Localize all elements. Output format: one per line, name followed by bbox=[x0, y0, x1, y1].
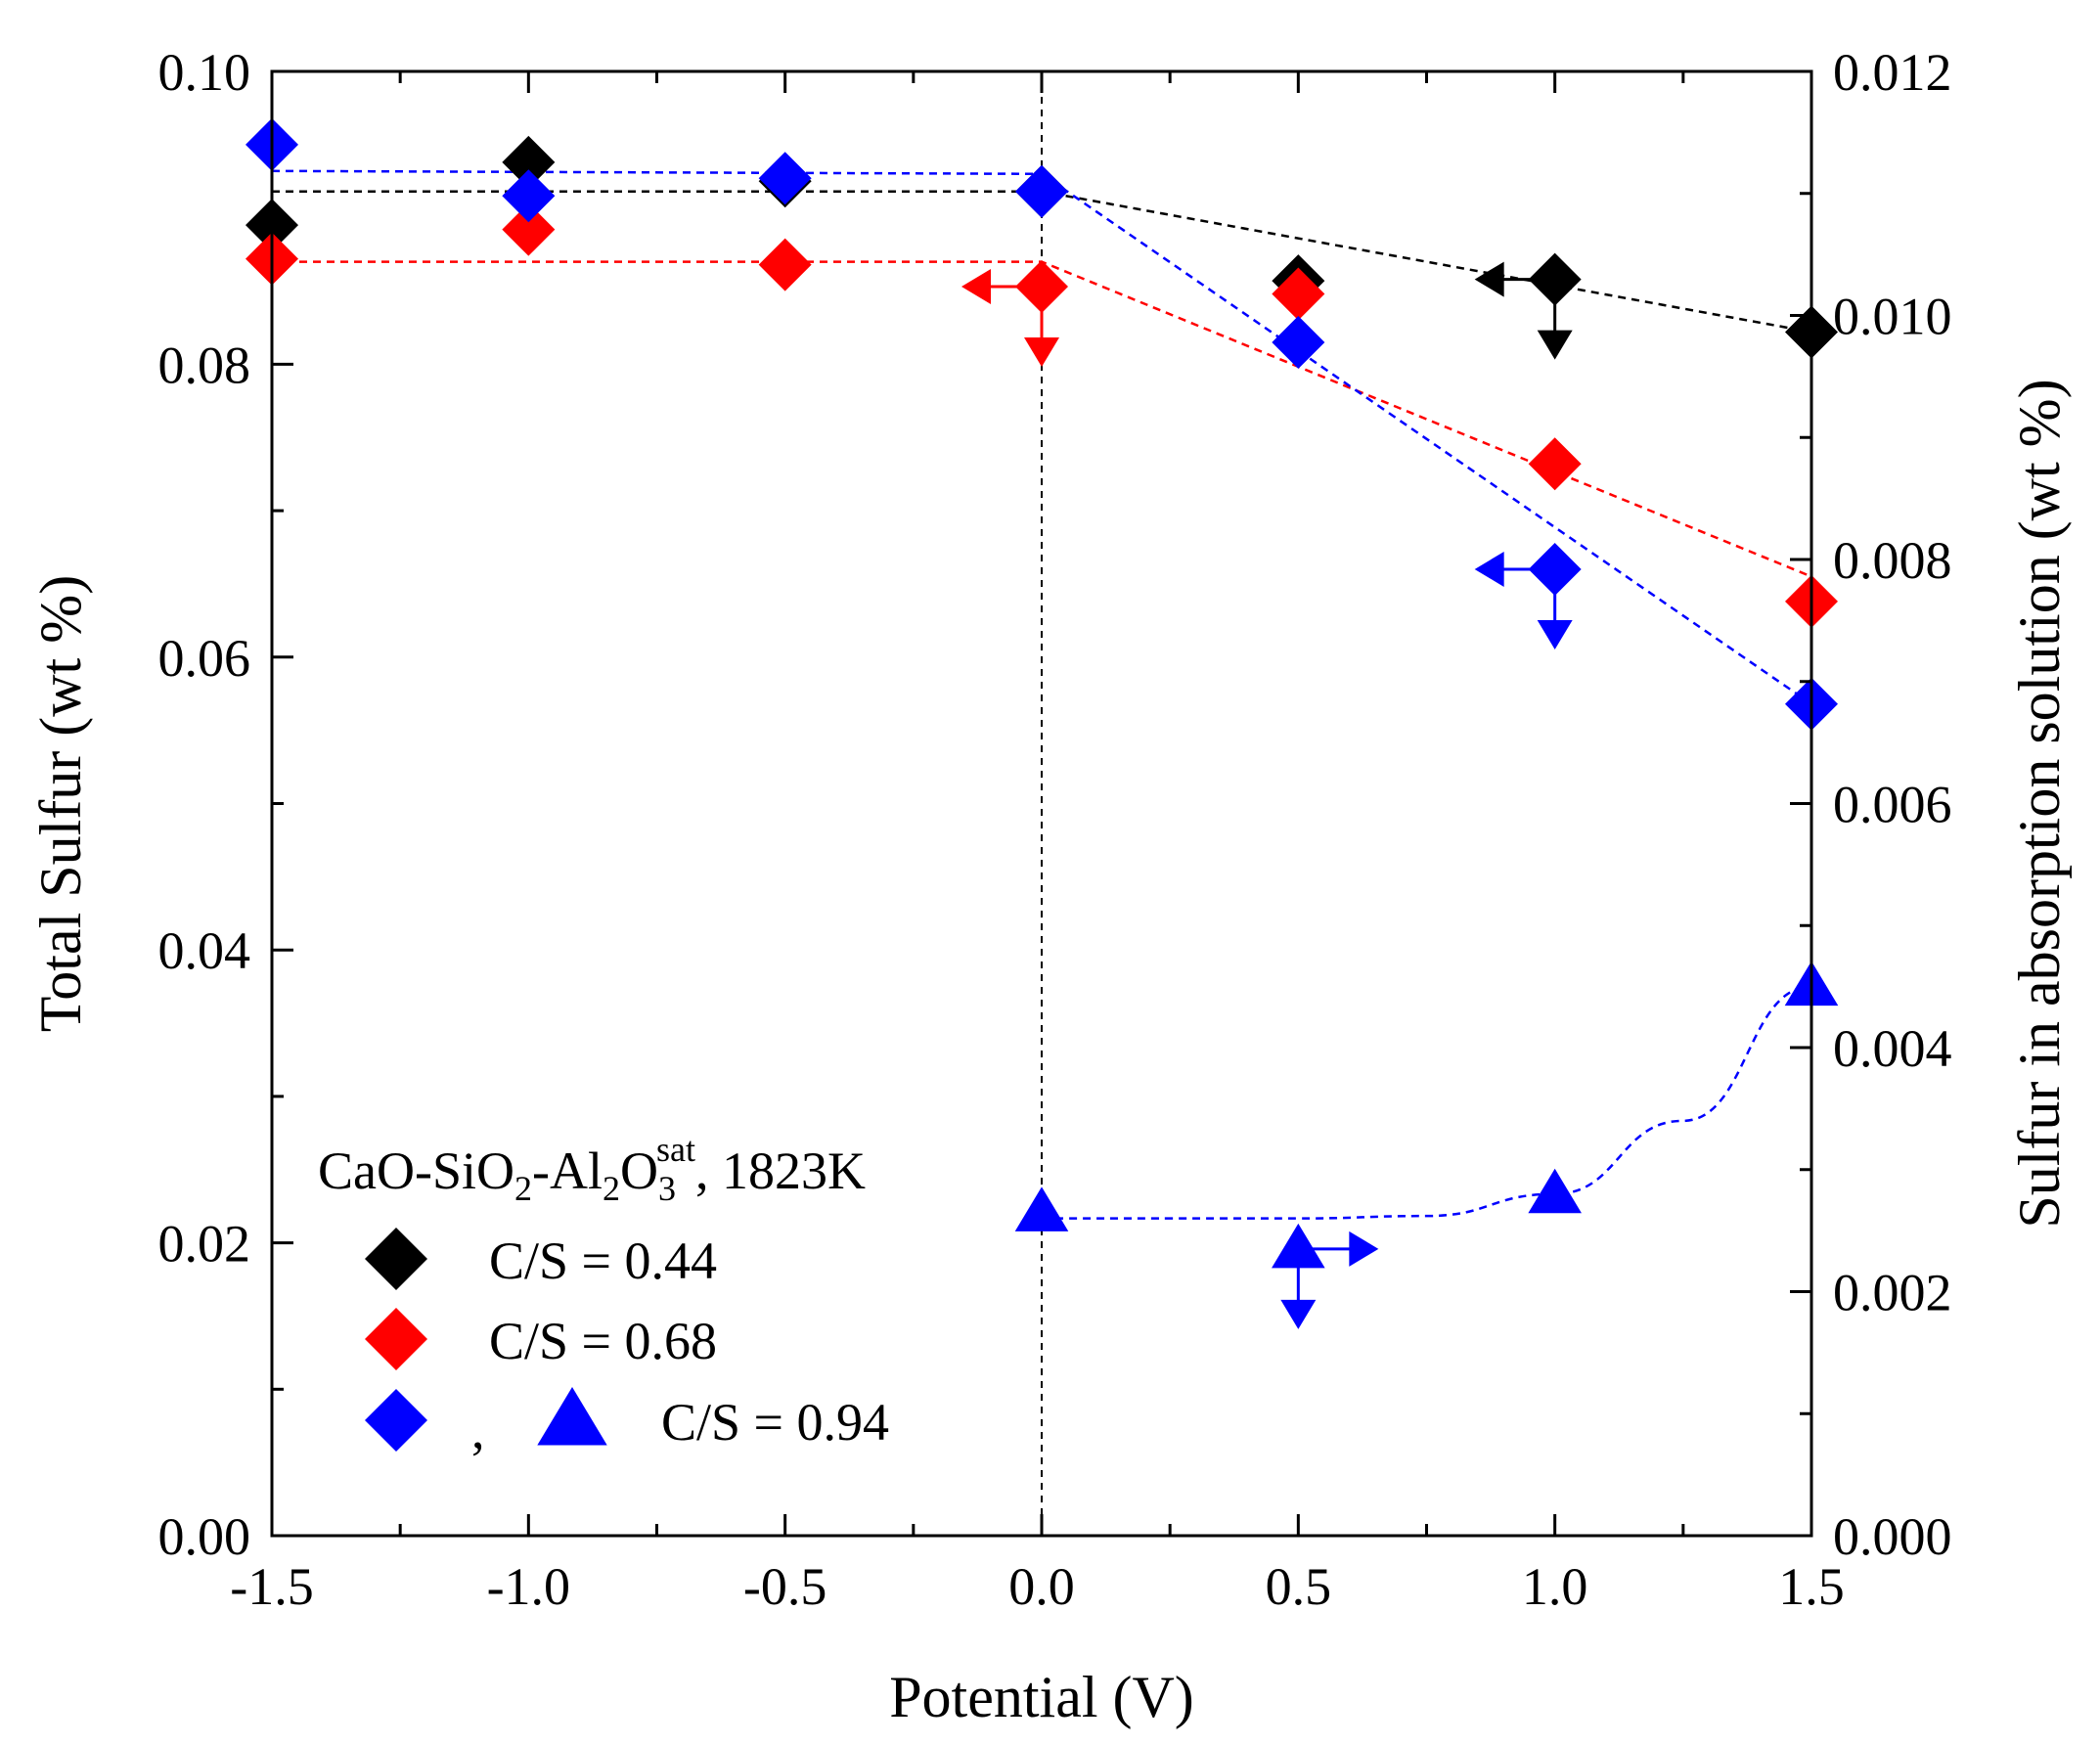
tick-labels: -1.5 -1.0 -0.5 0.0 0.5 1.0 1.5 0.00 0.02 0.04 0.06… bbox=[158, 43, 1952, 1616]
y-left-tick-label: 0.08 bbox=[158, 336, 251, 394]
legend-triangle-blue bbox=[537, 1387, 607, 1446]
x-axis-title: Potential (V) bbox=[889, 1665, 1194, 1729]
limit-arrowhead bbox=[1349, 1230, 1379, 1267]
diamond-point bbox=[1272, 267, 1325, 321]
y-left-tick-label: 0.06 bbox=[158, 629, 251, 688]
triangle-point bbox=[1014, 1186, 1069, 1231]
legend-title-subscript: 3 bbox=[658, 1169, 676, 1208]
legend-marks bbox=[365, 1228, 607, 1452]
diamond-point bbox=[502, 135, 556, 189]
y-left-axis-title: Total Sulfur (wt %) bbox=[28, 575, 93, 1032]
triangle-point bbox=[1528, 1168, 1582, 1214]
legend-diamond-black bbox=[365, 1228, 427, 1290]
diamond-point bbox=[758, 238, 812, 291]
legend-diamond-blue bbox=[365, 1389, 427, 1452]
limit-arrowhead bbox=[1474, 261, 1504, 297]
y-left-tick-label: 0.10 bbox=[158, 43, 251, 102]
limit-arrowhead bbox=[1537, 619, 1573, 649]
y-left-tick-label: 0.02 bbox=[158, 1215, 251, 1274]
legend-diamond-red bbox=[365, 1308, 427, 1370]
y-right-tick-label: 0.012 bbox=[1833, 43, 1952, 102]
limit-arrowhead bbox=[1537, 330, 1573, 360]
legend: CaO-SiO2-Al2O3sat, 1823K C/S = 0.44 C/S … bbox=[318, 1130, 889, 1459]
legend-label-cs-044: C/S = 0.44 bbox=[489, 1231, 717, 1290]
limit-arrows bbox=[961, 261, 1573, 1329]
legend-separator: , bbox=[471, 1401, 485, 1459]
legend-title-superscript: sat bbox=[656, 1130, 695, 1169]
legend-title-part: CaO-SiO bbox=[318, 1141, 514, 1200]
y-left-tick-label: 0.04 bbox=[158, 921, 251, 980]
y-right-tick-label: 0.000 bbox=[1833, 1507, 1952, 1566]
diamond-point bbox=[1272, 315, 1325, 369]
legend-title-subscript: 2 bbox=[603, 1169, 620, 1208]
y-right-tick-label: 0.008 bbox=[1833, 531, 1952, 590]
diamond-point bbox=[1528, 437, 1582, 491]
y-right-axis-title: Sulfur in absorption solution (wt %) bbox=[2007, 379, 2072, 1228]
legend-label-cs-068: C/S = 0.68 bbox=[489, 1312, 717, 1370]
diamond-point bbox=[502, 169, 556, 223]
legend-title-part: O bbox=[620, 1141, 658, 1200]
limit-arrowhead bbox=[1024, 337, 1059, 368]
diamond-point bbox=[502, 202, 556, 256]
y-right-tick-label: 0.010 bbox=[1833, 288, 1952, 346]
legend-title-part: -Al bbox=[532, 1141, 603, 1200]
y-right-tick-label: 0.006 bbox=[1833, 776, 1952, 834]
x-tick-label: -1.5 bbox=[230, 1557, 313, 1616]
x-tick-label: 1.0 bbox=[1522, 1557, 1588, 1616]
fit-line bbox=[1041, 985, 1812, 1220]
x-tick-label: 0.0 bbox=[1008, 1557, 1075, 1616]
legend-title-subscript: 2 bbox=[514, 1169, 532, 1208]
diamond-point bbox=[1015, 164, 1068, 218]
x-tick-label: -1.0 bbox=[487, 1557, 570, 1616]
y-right-tick-label: 0.004 bbox=[1833, 1019, 1952, 1078]
x-tick-label: 0.5 bbox=[1266, 1557, 1332, 1616]
legend-label-cs-094: C/S = 0.94 bbox=[661, 1393, 889, 1452]
y-right-tick-label: 0.002 bbox=[1833, 1264, 1952, 1322]
legend-title: CaO-SiO2-Al2O3sat, 1823K bbox=[318, 1130, 866, 1208]
diamond-point bbox=[758, 152, 812, 205]
limit-arrowhead bbox=[1474, 551, 1504, 587]
x-tick-label: 1.5 bbox=[1778, 1557, 1845, 1616]
y-left-tick-label: 0.00 bbox=[158, 1507, 251, 1566]
axis-ticks bbox=[270, 69, 1813, 1538]
triangle-point bbox=[1272, 1223, 1325, 1269]
legend-title-part: , 1823K bbox=[695, 1141, 866, 1200]
x-tick-label: -0.5 bbox=[743, 1557, 827, 1616]
limit-arrowhead bbox=[961, 269, 991, 305]
limit-arrowhead bbox=[1280, 1299, 1317, 1329]
